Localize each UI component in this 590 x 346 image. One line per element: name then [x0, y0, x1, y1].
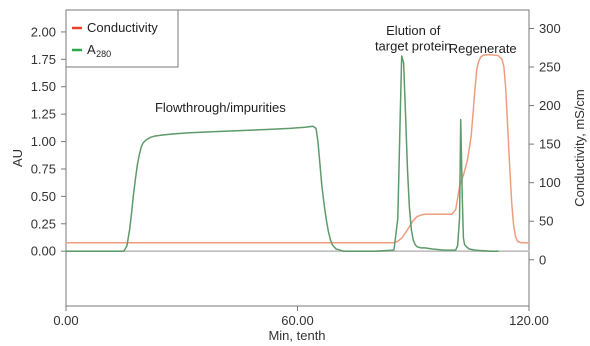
annotation-label: Regenerate	[449, 41, 517, 56]
x-tick-label: 60.00	[281, 313, 314, 328]
y-right-tick-label: 0	[539, 252, 546, 267]
y-left-tick-label: 0.50	[31, 189, 56, 204]
legend-label: A	[87, 42, 96, 57]
y-left-tick-label: 2.00	[31, 24, 56, 39]
y-left-tick-label: 0.00	[31, 244, 56, 259]
annotation-label: Elution of	[386, 23, 441, 38]
legend-box	[65, 9, 179, 68]
y-right-tick-label: 150	[539, 137, 561, 152]
y-left-tick-label: 0.75	[31, 161, 56, 176]
x-tick-label: 0.00	[53, 313, 78, 328]
y-left-tick-label: 1.00	[31, 134, 56, 149]
legend-subscript: 280	[96, 49, 111, 59]
y-right-tick-label: 100	[539, 175, 561, 190]
x-tick-label: 120.00	[509, 313, 549, 328]
y-left-tick-label: 1.75	[31, 52, 56, 67]
x-axis-title: Min, tenth	[268, 328, 325, 343]
y-axis-left-title: AU	[10, 149, 25, 167]
legend-label: Conductivity	[87, 20, 158, 35]
y-left-tick-label: 0.25	[31, 216, 56, 231]
y-left-tick-label: 1.25	[31, 107, 56, 122]
y-axis-right-title: Conductivity, mS/cm	[572, 89, 587, 207]
annotation-label: target protein	[375, 39, 452, 54]
legend: Conductivity A 280	[65, 9, 179, 68]
a280-line	[65, 55, 499, 252]
y-left-tick-label: 1.50	[31, 79, 56, 94]
y-right-tick-label: 50	[539, 214, 553, 229]
y-right-tick-label: 250	[539, 60, 561, 75]
y-right-tick-label: 300	[539, 21, 561, 36]
y-right-tick-label: 200	[539, 98, 561, 113]
annotation-label: Flowthrough/impurities	[155, 100, 286, 115]
